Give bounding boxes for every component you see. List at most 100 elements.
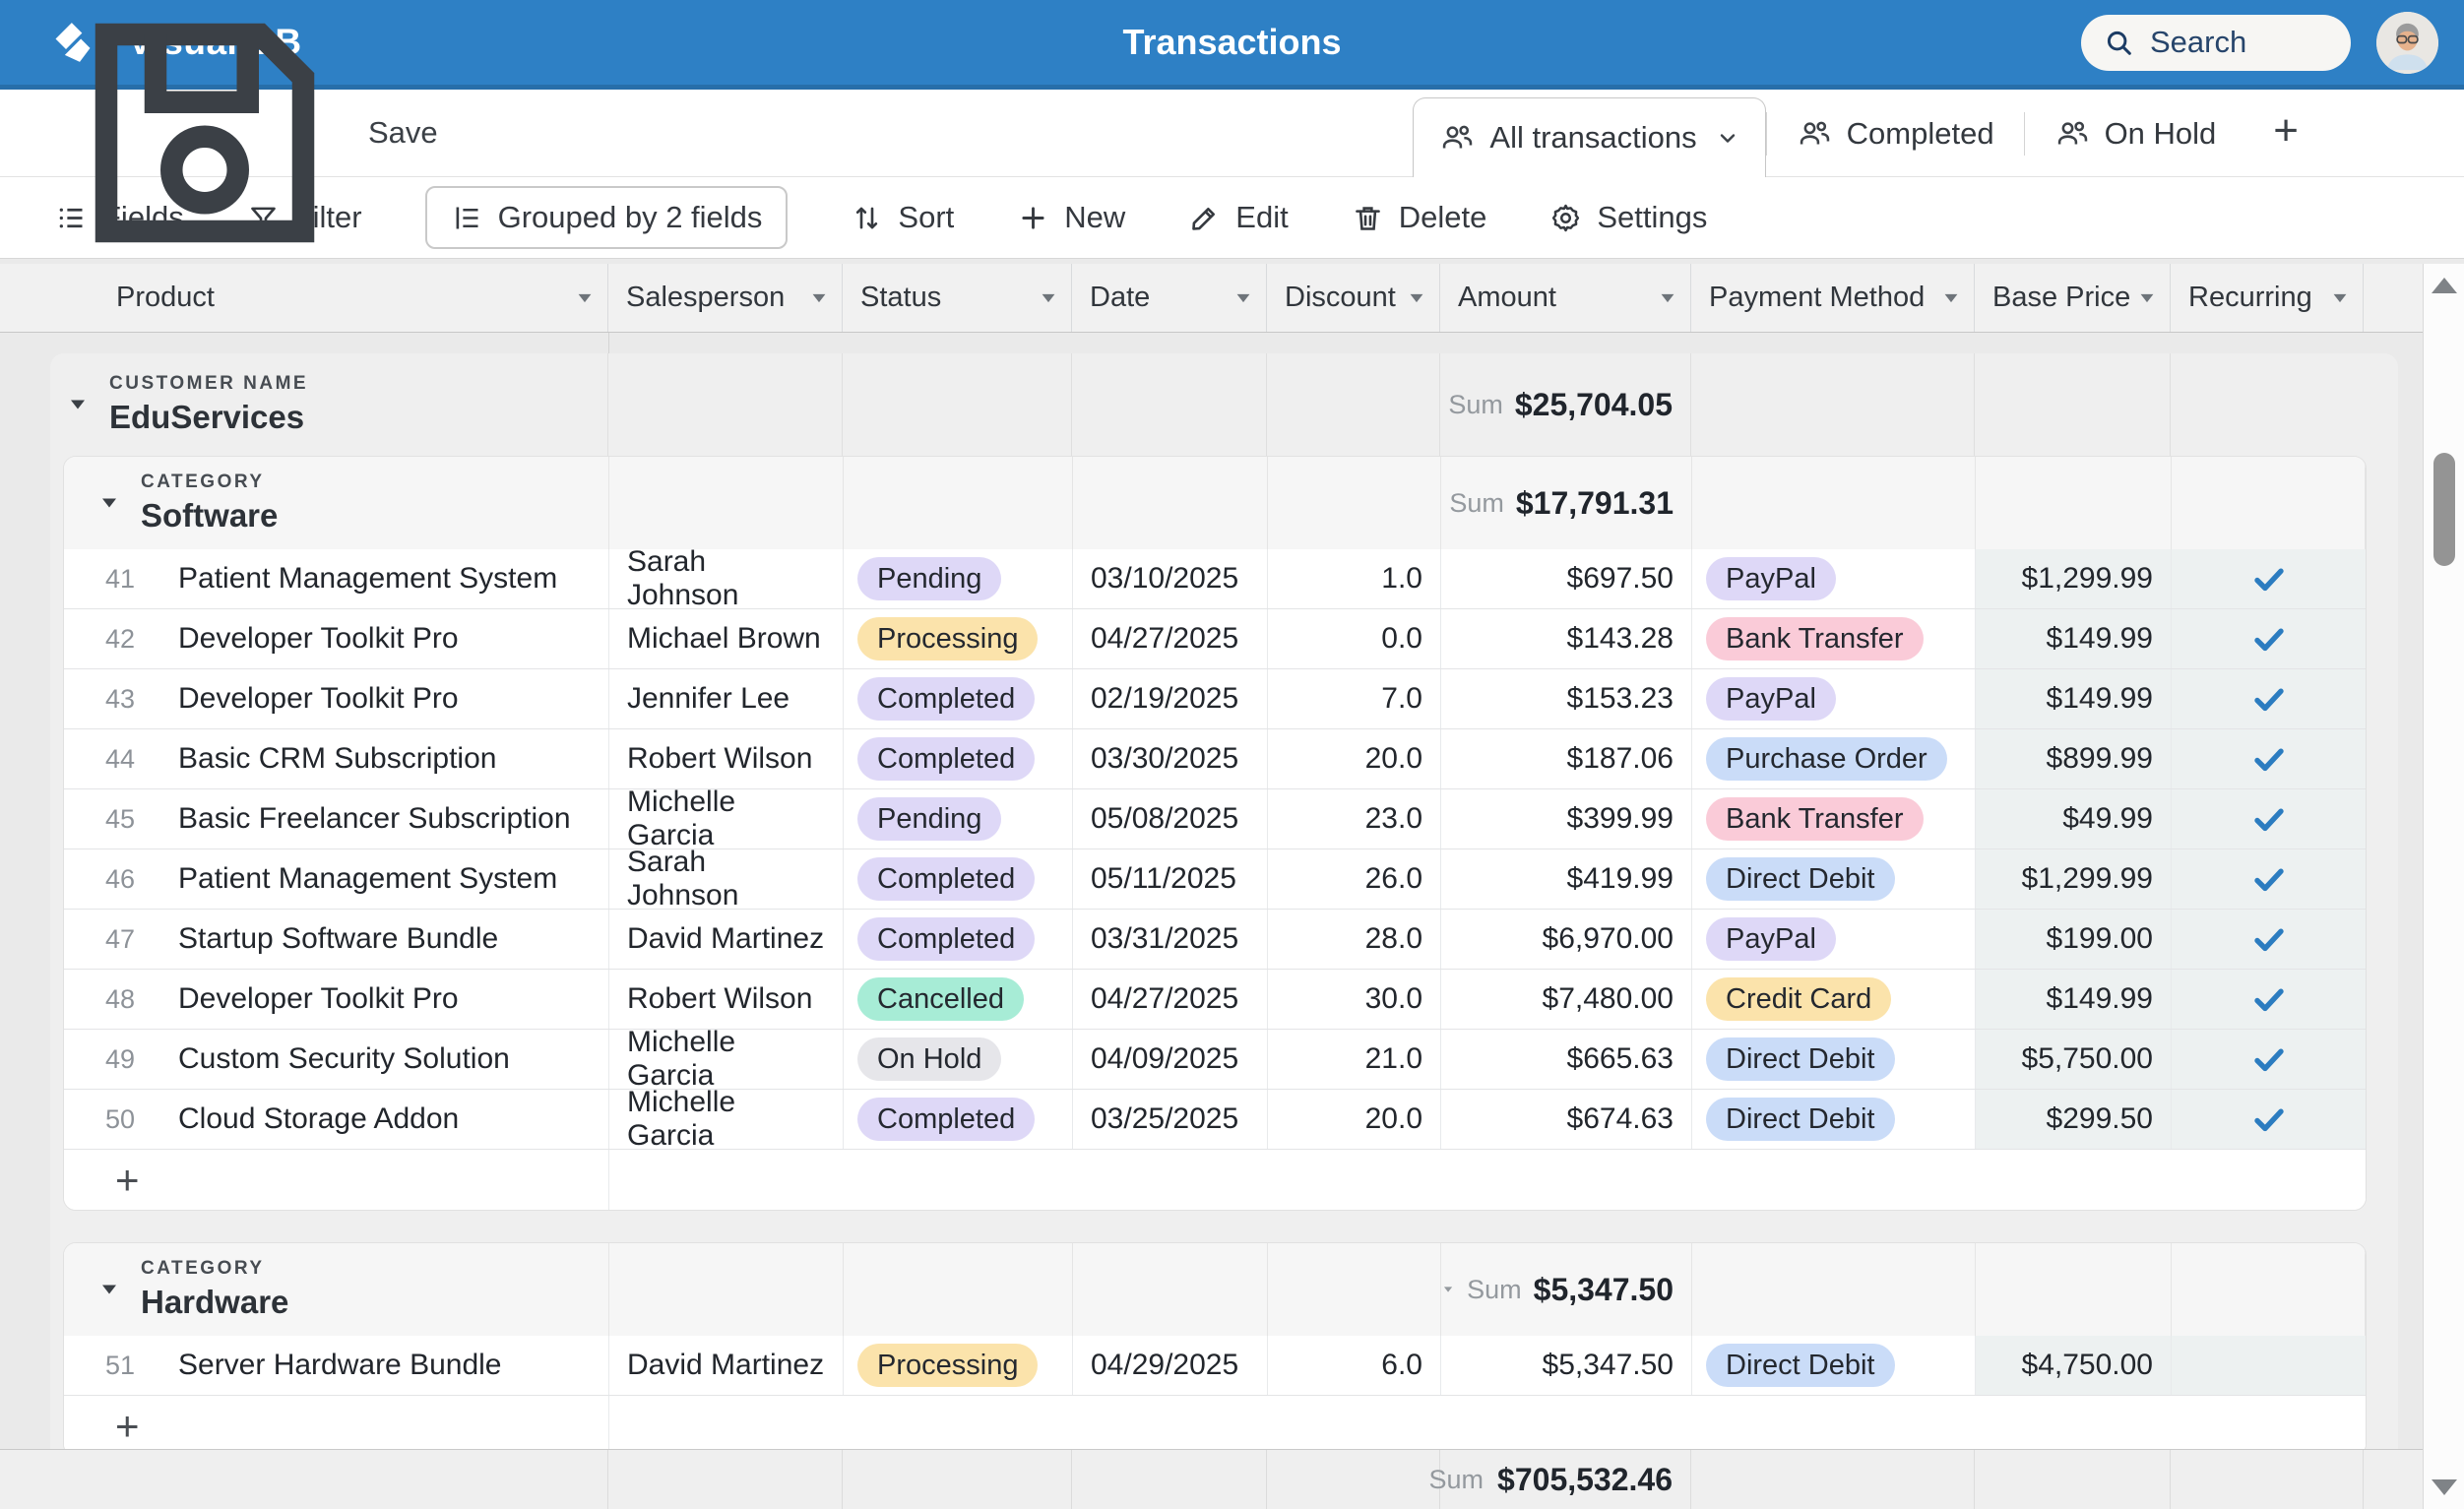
status-chip[interactable]: Completed: [857, 1098, 1036, 1141]
salesperson-cell[interactable]: Robert Wilson: [609, 970, 844, 1029]
payment-method-cell[interactable]: Direct Debit: [1692, 849, 1976, 909]
status-cell[interactable]: Completed: [844, 669, 1073, 728]
payment-method-cell[interactable]: Purchase Order: [1692, 729, 1976, 788]
collapse-subgroup-icon[interactable]: [97, 1278, 121, 1301]
status-cell[interactable]: Completed: [844, 729, 1073, 788]
discount-cell[interactable]: 6.0: [1268, 1336, 1441, 1395]
date-cell[interactable]: 04/27/2025: [1073, 970, 1268, 1029]
date-cell[interactable]: 05/11/2025: [1073, 849, 1268, 909]
recurring-cell[interactable]: [2172, 910, 2366, 969]
column-header-amount[interactable]: Amount: [1440, 264, 1691, 332]
status-cell[interactable]: On Hold: [844, 1030, 1073, 1089]
salesperson-cell[interactable]: Sarah Johnson: [609, 849, 844, 909]
salesperson-cell[interactable]: David Martinez: [609, 1336, 844, 1395]
base-price-cell[interactable]: $299.50: [1976, 1090, 2172, 1149]
date-cell[interactable]: 03/30/2025: [1073, 729, 1268, 788]
payment-chip[interactable]: Direct Debit: [1706, 1098, 1895, 1141]
toolbar-grouped-by-2-fields[interactable]: Grouped by 2 fields: [424, 186, 789, 249]
column-dropdown-icon[interactable]: [1038, 287, 1059, 309]
payment-chip[interactable]: PayPal: [1706, 557, 1836, 600]
status-chip[interactable]: Pending: [857, 797, 1002, 841]
column-dropdown-icon[interactable]: [2329, 287, 2351, 309]
product-cell[interactable]: 50 Cloud Storage Addon: [64, 1090, 609, 1149]
status-cell[interactable]: Completed: [844, 849, 1073, 909]
date-cell[interactable]: 02/19/2025: [1073, 669, 1268, 728]
payment-chip[interactable]: Direct Debit: [1706, 1037, 1895, 1081]
search-box[interactable]: [2081, 14, 2351, 71]
base-price-cell[interactable]: $1,299.99: [1976, 849, 2172, 909]
base-price-cell[interactable]: $49.99: [1976, 789, 2172, 849]
discount-cell[interactable]: 20.0: [1268, 729, 1441, 788]
date-cell[interactable]: 03/25/2025: [1073, 1090, 1268, 1149]
column-dropdown-icon[interactable]: [1657, 287, 1678, 309]
collapse-subgroup-icon[interactable]: [97, 491, 121, 515]
status-chip[interactable]: Completed: [857, 737, 1036, 781]
collapse-group-icon[interactable]: [66, 393, 90, 416]
recurring-cell[interactable]: [2172, 970, 2366, 1029]
group-title-cell[interactable]: CUSTOMER NAME EduServices: [50, 353, 608, 456]
discount-cell[interactable]: 23.0: [1268, 789, 1441, 849]
payment-chip[interactable]: Bank Transfer: [1706, 797, 1924, 841]
add-row[interactable]: +: [64, 1150, 2366, 1210]
save-button[interactable]: Save: [57, 23, 438, 243]
payment-method-cell[interactable]: Direct Debit: [1692, 1030, 1976, 1089]
amount-cell[interactable]: $399.99: [1441, 789, 1692, 849]
amount-cell[interactable]: $697.50: [1441, 549, 1692, 608]
product-cell[interactable]: 45 Basic Freelancer Subscription: [64, 789, 609, 849]
payment-method-cell[interactable]: Bank Transfer: [1692, 789, 1976, 849]
status-cell[interactable]: Completed: [844, 910, 1073, 969]
base-price-cell[interactable]: $1,299.99: [1976, 549, 2172, 608]
recurring-cell[interactable]: [2172, 609, 2366, 668]
tab-all-transactions[interactable]: All transactions: [1413, 97, 1766, 177]
amount-cell[interactable]: $143.28: [1441, 609, 1692, 668]
status-cell[interactable]: Processing: [844, 1336, 1073, 1395]
recurring-cell[interactable]: [2172, 669, 2366, 728]
recurring-cell[interactable]: [2172, 729, 2366, 788]
toolbar-delete[interactable]: Delete: [1352, 200, 1486, 235]
amount-cell[interactable]: $187.06: [1441, 729, 1692, 788]
toolbar-edit[interactable]: Edit: [1188, 200, 1289, 235]
discount-cell[interactable]: 21.0: [1268, 1030, 1441, 1089]
amount-cell[interactable]: $674.63: [1441, 1090, 1692, 1149]
status-cell[interactable]: Processing: [844, 609, 1073, 668]
date-cell[interactable]: 03/31/2025: [1073, 910, 1268, 969]
base-price-cell[interactable]: $5,750.00: [1976, 1030, 2172, 1089]
tab-on-hold[interactable]: On Hold: [2025, 90, 2246, 177]
salesperson-cell[interactable]: Michelle Garcia: [609, 1090, 844, 1149]
salesperson-cell[interactable]: David Martinez: [609, 910, 844, 969]
product-cell[interactable]: 49 Custom Security Solution: [64, 1030, 609, 1089]
status-cell[interactable]: Pending: [844, 789, 1073, 849]
payment-chip[interactable]: Direct Debit: [1706, 1344, 1895, 1387]
column-header-product[interactable]: Product: [0, 264, 608, 332]
status-cell[interactable]: Completed: [844, 1090, 1073, 1149]
column-dropdown-icon[interactable]: [574, 287, 596, 309]
group-sum[interactable]: Sum $25,704.05: [1440, 353, 1691, 456]
payment-chip[interactable]: PayPal: [1706, 917, 1836, 961]
column-header-recurring[interactable]: Recurring: [2171, 264, 2364, 332]
status-chip[interactable]: Completed: [857, 677, 1036, 721]
add-row-plus[interactable]: +: [64, 1396, 609, 1456]
base-price-cell[interactable]: $149.99: [1976, 669, 2172, 728]
payment-method-cell[interactable]: PayPal: [1692, 910, 1976, 969]
vertical-scrollbar[interactable]: [2423, 264, 2464, 1509]
status-cell[interactable]: Cancelled: [844, 970, 1073, 1029]
product-cell[interactable]: 47 Startup Software Bundle: [64, 910, 609, 969]
recurring-cell[interactable]: [2172, 549, 2366, 608]
payment-method-cell[interactable]: Direct Debit: [1692, 1090, 1976, 1149]
add-row-plus[interactable]: +: [64, 1150, 609, 1210]
discount-cell[interactable]: 26.0: [1268, 849, 1441, 909]
recurring-cell[interactable]: [2172, 1090, 2366, 1149]
payment-method-cell[interactable]: PayPal: [1692, 669, 1976, 728]
salesperson-cell[interactable]: Michael Brown: [609, 609, 844, 668]
amount-cell[interactable]: $665.63: [1441, 1030, 1692, 1089]
discount-cell[interactable]: 20.0: [1268, 1090, 1441, 1149]
payment-chip[interactable]: Bank Transfer: [1706, 617, 1924, 660]
subgroup-sum[interactable]: Sum $5,347.50: [1441, 1243, 1692, 1336]
subgroup-title-cell[interactable]: CATEGORY Software: [64, 457, 609, 549]
subgroup-sum[interactable]: Sum $17,791.31: [1441, 457, 1692, 549]
payment-chip[interactable]: Direct Debit: [1706, 857, 1895, 901]
column-header-date[interactable]: Date: [1072, 264, 1267, 332]
payment-method-cell[interactable]: Credit Card: [1692, 970, 1976, 1029]
date-cell[interactable]: 04/27/2025: [1073, 609, 1268, 668]
footer-sum[interactable]: Sum $705,532.46: [1429, 1450, 1691, 1509]
